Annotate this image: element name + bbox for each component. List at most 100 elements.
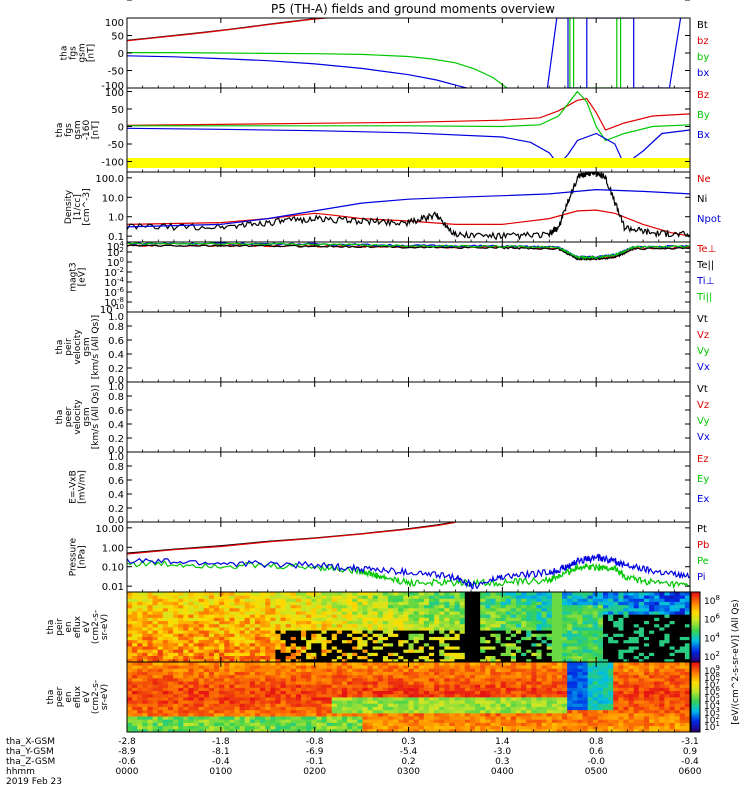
heatmap-cell: [347, 598, 353, 602]
heatmap-cell: [490, 722, 496, 727]
heatmap-cell: [301, 592, 307, 596]
heatmap-cell: [521, 662, 527, 666]
heatmap-cell: [352, 671, 358, 676]
heatmap-cell: [260, 693, 266, 698]
heatmap-cell: [352, 627, 358, 631]
heatmap-cell: [357, 712, 363, 717]
y-tick-label: 0: [118, 123, 124, 134]
heatmap-cell: [654, 620, 660, 625]
heatmap-cell: [208, 687, 215, 692]
heatmap-cell: [347, 668, 353, 672]
heatmap-cell: [551, 693, 558, 698]
heatmap-cell: [280, 617, 287, 622]
heatmap-cell: [679, 601, 686, 606]
heatmap-cell: [577, 598, 583, 602]
heatmap-cell: [531, 617, 537, 622]
heatmap-cell: [224, 722, 230, 727]
heatmap-cell: [260, 601, 266, 606]
heatmap-cell: [521, 668, 527, 672]
heatmap-cell: [459, 620, 466, 625]
heatmap-cell: [393, 592, 399, 596]
heatmap-cell: [562, 611, 568, 615]
heatmap-cell: [285, 630, 292, 634]
heatmap-cell: [290, 722, 297, 727]
heatmap-cell: [311, 719, 317, 723]
heatmap-cell: [147, 684, 153, 688]
heatmap-cell: [173, 706, 179, 711]
heatmap-cell: [208, 633, 215, 637]
heatmap-cell: [413, 728, 420, 732]
heatmap-cell: [321, 677, 328, 682]
heatmap-cell: [382, 671, 389, 676]
heatmap-cell: [336, 607, 343, 612]
heatmap-cell: [372, 697, 379, 701]
heatmap-cell: [608, 611, 614, 615]
heatmap-cell: [526, 719, 532, 723]
heatmap-cell: [244, 662, 251, 666]
heatmap-cell: [198, 652, 205, 657]
heatmap-cell: [480, 716, 486, 720]
heatmap-cell: [434, 604, 440, 609]
heatmap-cell: [510, 642, 517, 647]
heatmap-cell: [649, 636, 655, 641]
heatmap-cell: [439, 601, 445, 606]
heatmap-cell: [618, 633, 624, 637]
heatmap-cell: [459, 681, 466, 685]
heatmap-cell: [224, 636, 230, 641]
heatmap-cell: [167, 604, 174, 609]
heatmap-cell: [587, 595, 594, 599]
heatmap-cell: [260, 633, 266, 637]
heatmap-cell: [326, 674, 333, 679]
heatmap-cell: [562, 604, 568, 609]
heatmap-cell: [536, 690, 542, 695]
heatmap-cell: [137, 690, 143, 695]
heatmap-cell: [270, 642, 276, 647]
heatmap-cell: [254, 687, 261, 692]
heatmap-cell: [162, 614, 169, 618]
heatmap-cell: [480, 674, 486, 679]
heatmap-cell: [188, 728, 194, 732]
heatmap-cell: [674, 633, 681, 637]
heatmap-cell: [198, 693, 205, 698]
heatmap-cell: [377, 716, 384, 720]
heatmap-cell: [556, 655, 563, 660]
heatmap-cell: [219, 614, 225, 618]
heatmap-cell: [377, 674, 384, 679]
heatmap-cell: [515, 649, 522, 653]
heatmap-cell: [362, 646, 368, 650]
heatmap-cell: [592, 627, 599, 631]
heatmap-cell: [219, 712, 225, 717]
heatmap-cell: [167, 642, 174, 647]
heatmap-cell: [469, 690, 476, 695]
heatmap-cell: [326, 703, 333, 707]
legend-entry: Vz: [697, 400, 709, 411]
heatmap-cell: [659, 627, 665, 631]
heatmap-cell: [454, 668, 461, 672]
heatmap-cell: [428, 681, 435, 685]
heatmap-cell: [203, 693, 210, 698]
heatmap-cell: [254, 662, 261, 666]
heatmap-cell: [623, 658, 629, 662]
heatmap-cell: [408, 646, 415, 650]
heatmap-cell: [469, 697, 476, 701]
heatmap-cell: [162, 706, 169, 711]
heatmap-cell: [224, 677, 230, 682]
heatmap-cell: [301, 630, 307, 634]
heatmap-cell: [254, 623, 261, 628]
series-line-ni: [127, 172, 690, 241]
heatmap-cell: [521, 681, 527, 685]
heatmap-cell: [357, 620, 363, 625]
heatmap-cell: [423, 633, 430, 637]
heatmap-cell: [439, 681, 445, 685]
heatmap-cell: [449, 677, 455, 682]
colorbar-step: [691, 645, 700, 649]
heatmap-cell: [475, 681, 481, 685]
heatmap-cell: [526, 703, 532, 707]
heatmap-cell: [444, 684, 450, 688]
heatmap-cell: [551, 684, 558, 688]
heatmap-cell: [311, 665, 317, 669]
heatmap-cell: [444, 703, 450, 707]
